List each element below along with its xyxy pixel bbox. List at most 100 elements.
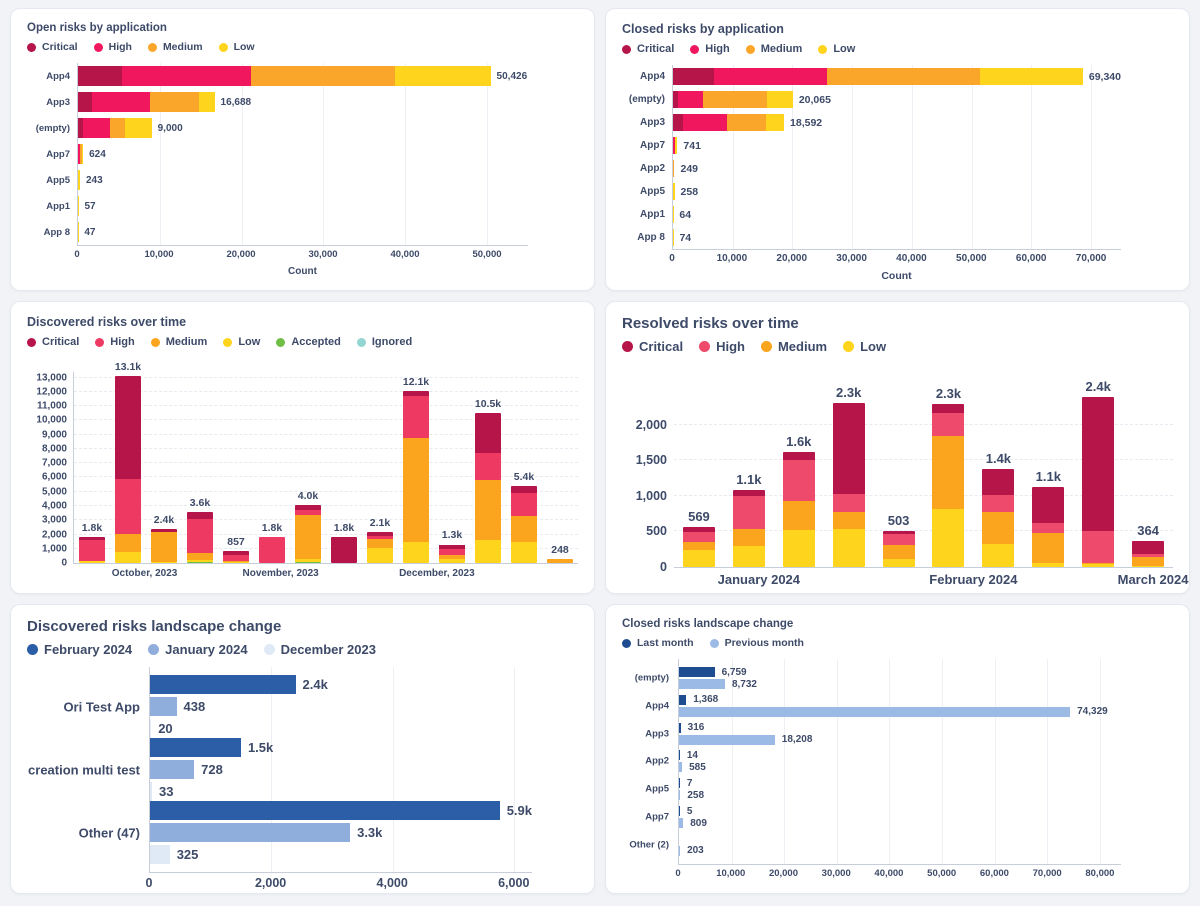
bar-segment-medium[interactable]	[295, 515, 321, 559]
bar-segment-critical[interactable]	[511, 486, 537, 494]
bar-segment-medium[interactable]	[80, 144, 82, 164]
bar-segment-low[interactable]	[682, 549, 715, 567]
bar-segment-low[interactable]	[187, 560, 213, 563]
legend-item-high[interactable]: High	[690, 43, 730, 55]
bar-segment-accepted[interactable]	[187, 562, 213, 563]
bar-segment-medium[interactable]	[1082, 562, 1115, 565]
bar-segment-low[interactable]	[982, 544, 1015, 567]
bar-segment-medium[interactable]	[251, 66, 396, 86]
bar-segment-critical[interactable]	[932, 404, 965, 413]
bar-january-2024[interactable]	[150, 697, 177, 716]
bar-segment-medium[interactable]	[732, 528, 765, 547]
bar-last-month[interactable]	[679, 667, 715, 677]
bar-segment-high[interactable]	[682, 532, 715, 543]
bar-previous-month[interactable]	[679, 679, 725, 689]
stacked-bar[interactable]	[475, 413, 501, 563]
bar-segment-high[interactable]	[714, 68, 827, 85]
stacked-bar[interactable]	[882, 531, 915, 567]
legend-item-medium[interactable]: Medium	[760, 339, 827, 354]
bar-segment-low[interactable]	[115, 552, 141, 563]
bar-segment-medium[interactable]	[826, 68, 981, 85]
legend-item-low[interactable]: Low	[218, 41, 255, 53]
bar-segment-low[interactable]	[151, 561, 177, 563]
bar-segment-high[interactable]	[932, 412, 965, 437]
bar-segment-medium[interactable]	[439, 555, 465, 559]
stacked-bar[interactable]	[151, 528, 177, 563]
stacked-bar[interactable]	[511, 486, 537, 563]
legend-item-december-2023[interactable]: December 2023	[263, 642, 376, 657]
bar-segment-low[interactable]	[395, 66, 491, 86]
bar-segment-high[interactable]	[673, 137, 676, 154]
bar-segment-medium[interactable]	[702, 91, 767, 108]
bar-segment-low[interactable]	[223, 561, 249, 563]
bar-previous-month[interactable]	[679, 790, 681, 801]
bar-segment-critical[interactable]	[78, 66, 123, 86]
legend-item-medium[interactable]: Medium	[147, 41, 203, 53]
stacked-bar[interactable]	[1082, 396, 1115, 567]
stacked-bar[interactable]	[79, 537, 105, 563]
bar-segment-medium[interactable]	[673, 160, 675, 177]
bar-segment-high[interactable]	[782, 459, 815, 501]
legend-item-medium[interactable]: Medium	[745, 43, 802, 55]
bar-segment-high[interactable]	[832, 493, 865, 512]
bar-segment-medium[interactable]	[982, 512, 1015, 545]
legend-item-low[interactable]: Low	[223, 336, 260, 348]
bar-segment-critical[interactable]	[673, 91, 678, 108]
bar-segment-critical[interactable]	[331, 537, 357, 563]
bar-last-month[interactable]	[679, 778, 680, 789]
bar-segment-high[interactable]	[122, 66, 252, 86]
bar-segment-critical[interactable]	[367, 532, 393, 536]
bar-segment-high[interactable]	[1032, 522, 1065, 533]
bar-segment-critical[interactable]	[673, 114, 684, 131]
bar-segment-low[interactable]	[765, 114, 785, 131]
stacked-bar[interactable]	[259, 537, 285, 563]
bar-segment-medium[interactable]	[151, 532, 177, 562]
stacked-bar[interactable]	[115, 376, 141, 563]
stacked-bar[interactable]	[1132, 541, 1165, 567]
bar-segment-high[interactable]	[1132, 554, 1165, 558]
bar-segment-critical[interactable]	[78, 118, 83, 138]
stacked-bar[interactable]	[682, 526, 715, 567]
bar-segment-medium[interactable]	[403, 437, 429, 542]
bar-segment-critical[interactable]	[79, 537, 105, 541]
bar-segment-low[interactable]	[199, 92, 215, 112]
bar-segment-high[interactable]	[677, 91, 703, 108]
bar-segment-high[interactable]	[511, 493, 537, 516]
bar-segment-medium[interactable]	[682, 542, 715, 550]
bar-segment-low[interactable]	[673, 183, 675, 200]
bar-segment-critical[interactable]	[882, 531, 915, 535]
bar-segment-low[interactable]	[79, 561, 105, 563]
bar-previous-month[interactable]	[679, 762, 683, 773]
legend-item-low[interactable]: Low	[818, 43, 855, 55]
bar-segment-critical[interactable]	[673, 68, 715, 85]
bar-segment-critical[interactable]	[439, 544, 465, 549]
bar-segment-critical[interactable]	[295, 505, 321, 511]
bar-segment-medium[interactable]	[547, 559, 573, 563]
bar-segment-medium[interactable]	[1132, 557, 1165, 567]
bar-segment-high[interactable]	[82, 118, 110, 138]
bar-segment-low[interactable]	[475, 540, 501, 563]
bar-segment-low[interactable]	[367, 548, 393, 563]
legend-item-medium[interactable]: Medium	[150, 336, 207, 348]
bar-segment-low[interactable]	[403, 541, 429, 563]
stacked-bar[interactable]	[187, 511, 213, 563]
stacked-bar[interactable]	[295, 505, 321, 563]
bar-segment-low[interactable]	[78, 170, 80, 190]
legend-item-high[interactable]: High	[699, 339, 745, 354]
bar-segment-high[interactable]	[439, 548, 465, 556]
stacked-bar[interactable]	[223, 550, 249, 563]
bar-last-month[interactable]	[679, 750, 680, 761]
bar-segment-critical[interactable]	[732, 490, 765, 496]
bar-segment-medium[interactable]	[187, 552, 213, 561]
bar-previous-month[interactable]	[679, 706, 1071, 717]
bar-december-2023[interactable]	[150, 845, 170, 864]
bar-segment-high[interactable]	[403, 396, 429, 438]
bar-segment-high[interactable]	[475, 453, 501, 481]
stacked-bar[interactable]	[331, 537, 357, 563]
bar-segment-medium[interactable]	[832, 511, 865, 529]
bar-previous-month[interactable]	[679, 845, 681, 856]
bar-february-2024[interactable]	[150, 801, 500, 820]
bar-segment-high[interactable]	[732, 495, 765, 529]
bar-segment-low[interactable]	[782, 530, 815, 567]
legend-item-critical[interactable]: Critical	[27, 41, 78, 53]
